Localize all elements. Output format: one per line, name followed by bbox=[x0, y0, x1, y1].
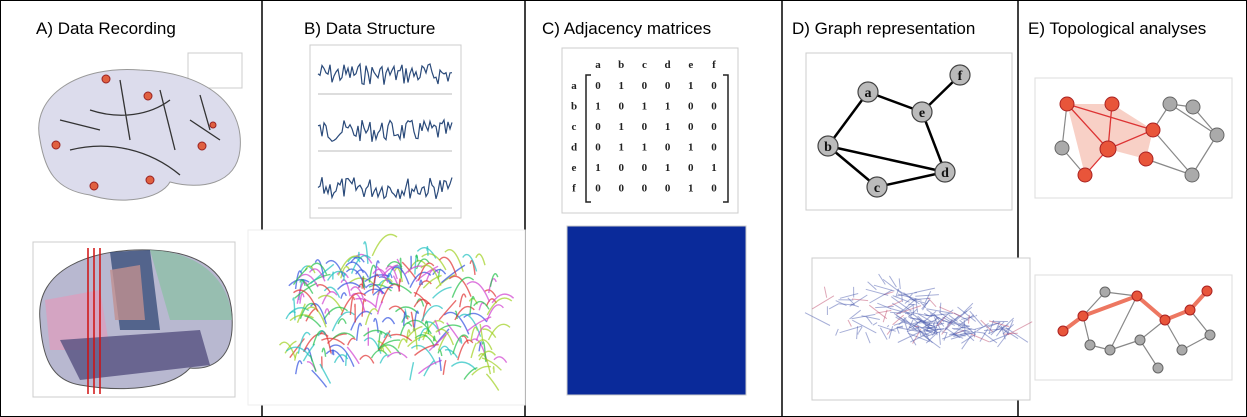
matrix-cell: 0 bbox=[688, 101, 694, 113]
matrix-cell: 0 bbox=[688, 162, 694, 174]
row-label: f bbox=[572, 183, 576, 195]
fiber bbox=[493, 367, 494, 373]
network-edge bbox=[931, 313, 932, 314]
matrix-cell: 0 bbox=[642, 121, 648, 133]
network-edge bbox=[925, 325, 932, 326]
network-edge bbox=[922, 331, 929, 332]
node-label: b bbox=[824, 140, 832, 155]
matrix-cell: 1 bbox=[618, 142, 624, 154]
matrix-cell: 1 bbox=[595, 162, 601, 174]
matrix-cell: 0 bbox=[711, 121, 717, 133]
network-edge bbox=[908, 304, 915, 305]
matrix-cell: 0 bbox=[642, 80, 648, 92]
matrix-cell: 1 bbox=[688, 142, 694, 154]
column-label: e bbox=[688, 59, 693, 71]
matrix-cell: 1 bbox=[642, 101, 648, 113]
graph-box bbox=[806, 53, 1012, 210]
matrix-cell: 1 bbox=[688, 80, 694, 92]
fiber bbox=[434, 336, 435, 341]
matrix-cell: 1 bbox=[665, 121, 671, 133]
matrix-cell: 0 bbox=[595, 142, 601, 154]
matrix-cell: 0 bbox=[618, 162, 624, 174]
matrix-cell: 1 bbox=[642, 142, 648, 154]
matrix-cell: 0 bbox=[595, 121, 601, 133]
heatmap-frame bbox=[567, 226, 746, 395]
node-label: e bbox=[919, 106, 925, 121]
matrix-cell: 1 bbox=[618, 121, 624, 133]
matrix-cell: 0 bbox=[642, 183, 648, 195]
matrix-cell: 0 bbox=[688, 121, 694, 133]
matrix-cell: 0 bbox=[642, 162, 648, 174]
figure: A) Data Recording B) Data Structure C) A… bbox=[0, 0, 1247, 417]
matrix-cell: 0 bbox=[618, 183, 624, 195]
fiber bbox=[332, 350, 333, 355]
column-label: d bbox=[665, 59, 671, 71]
matrix-cell: 1 bbox=[665, 101, 671, 113]
matrix-cell: 0 bbox=[665, 183, 671, 195]
row-label: c bbox=[572, 121, 577, 133]
matrix-cell: 1 bbox=[711, 162, 717, 174]
column-label: b bbox=[618, 59, 624, 71]
panel-title: B) Data Structure bbox=[304, 19, 435, 38]
matrix-cell: 0 bbox=[665, 142, 671, 154]
matrix-cell: 0 bbox=[618, 101, 624, 113]
matrix-cell: 0 bbox=[711, 80, 717, 92]
node-label: f bbox=[958, 69, 963, 84]
column-label: c bbox=[642, 59, 647, 71]
matrix-cell: 0 bbox=[711, 142, 717, 154]
matrix-cell: 1 bbox=[688, 183, 694, 195]
brain-surface bbox=[39, 69, 241, 200]
row-label: d bbox=[571, 142, 577, 154]
matrix-cell: 0 bbox=[595, 80, 601, 92]
matrix-cell: 1 bbox=[665, 162, 671, 174]
node-label: a bbox=[865, 86, 872, 101]
row-label: b bbox=[571, 101, 577, 113]
panel-title: C) Adjacency matrices bbox=[542, 19, 711, 38]
row-label: e bbox=[572, 162, 577, 174]
column-label: a bbox=[595, 59, 601, 71]
matrix-cell: 0 bbox=[665, 80, 671, 92]
panel-title: D) Graph representation bbox=[792, 19, 975, 38]
matrix-cell: 0 bbox=[711, 183, 717, 195]
row-label: a bbox=[571, 80, 577, 92]
matrix-cell: 0 bbox=[711, 101, 717, 113]
matrix-cell: 1 bbox=[618, 80, 624, 92]
node-label: d bbox=[941, 166, 949, 181]
column-label: f bbox=[712, 59, 716, 71]
node-label: c bbox=[874, 181, 880, 196]
matrix-cell: 1 bbox=[595, 101, 601, 113]
panel-title: E) Topological analyses bbox=[1028, 19, 1206, 38]
matrix-cell: 0 bbox=[595, 183, 601, 195]
panel-title: A) Data Recording bbox=[36, 19, 176, 38]
